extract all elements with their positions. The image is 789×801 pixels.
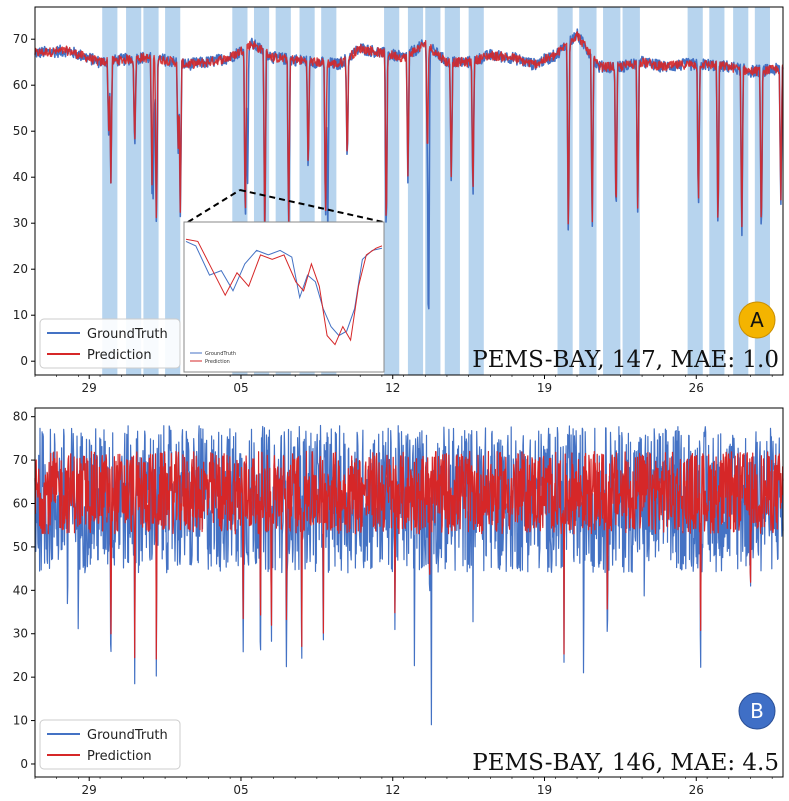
panel-a-ytick-label: 40 <box>13 170 28 184</box>
panel-b-ytick-label: 70 <box>13 453 28 467</box>
prediction-line <box>34 450 784 660</box>
panel-a-y-axis: 0 10 20 30 40 50 60 70 <box>13 32 35 368</box>
highlight-span <box>603 7 621 375</box>
legend-groundtruth-label: GroundTruth <box>87 327 168 342</box>
highlight-span <box>579 7 597 375</box>
panel-b-ytick-label: 20 <box>13 670 28 684</box>
highlight-span <box>622 7 640 375</box>
inset-legend-groundtruth: GroundTruth <box>205 351 236 357</box>
panel-a-ytick-label: 70 <box>13 32 28 46</box>
badge-a-label: A <box>750 308 764 332</box>
panel-a-xtick-label: 12 <box>385 381 400 395</box>
panel-a-ytick-label: 30 <box>13 216 28 230</box>
panel-a-ytick-label: 60 <box>13 78 28 92</box>
panel-a-frame <box>34 6 784 376</box>
panel-b-xtick-label: 29 <box>82 783 97 797</box>
prediction-line <box>34 31 784 233</box>
panel-a-ytick-label: 0 <box>20 354 28 368</box>
panel-b-ytick-label: 0 <box>20 757 28 771</box>
panel-b-ytick-label: 50 <box>13 540 28 554</box>
panel-b-legend: GroundTruth Prediction <box>39 719 181 770</box>
panel-a-series <box>34 28 784 310</box>
panel-a-ytick-label: 50 <box>13 124 28 138</box>
inset-groundtruth-line <box>185 240 383 337</box>
legend-prediction-label: Prediction <box>87 348 152 363</box>
panel-b-series <box>34 424 784 726</box>
panel-b-chart: 0 10 20 30 40 50 60 70 80 29 05 12 19 26 GroundTruth… <box>13 407 784 797</box>
panel-a-caption: PEMS-BAY, 147, MAE: 1.0 <box>472 347 779 373</box>
inset-zoom-chart: GroundTruth Prediction <box>183 221 385 373</box>
badge-b: B <box>738 692 776 730</box>
inset-legend-prediction: Prediction <box>205 359 230 365</box>
panel-b-ytick-label: 80 <box>13 410 28 424</box>
inset-connector-left <box>187 189 241 223</box>
highlight-span <box>126 7 142 375</box>
panel-b-xtick-label: 05 <box>233 783 248 797</box>
panel-b-xtick-label: 12 <box>385 783 400 797</box>
panel-b-ytick-label: 40 <box>13 583 28 597</box>
highlight-span <box>102 7 118 375</box>
panel-b-y-axis: 0 10 20 30 40 50 60 70 80 <box>13 410 35 771</box>
legend-groundtruth-label: GroundTruth <box>87 728 168 743</box>
panel-a-chart: 0 10 20 30 40 50 60 70 29 05 12 19 26 GroundTruth P… <box>13 6 784 395</box>
panel-a-legend: GroundTruth Prediction <box>39 318 181 369</box>
badge-b-label: B <box>750 699 764 723</box>
panel-b-frame <box>34 407 784 778</box>
panel-a-xtick-label: 26 <box>689 381 704 395</box>
panel-a-xtick-label: 29 <box>82 381 97 395</box>
panel-a-ytick-label: 20 <box>13 262 28 276</box>
inset-series <box>185 238 383 346</box>
panel-b-xtick-label: 19 <box>537 783 552 797</box>
panel-a-ytick-label: 10 <box>13 308 28 322</box>
panel-b-ytick-label: 30 <box>13 627 28 641</box>
panel-a-x-axis: 29 05 12 19 26 <box>34 375 773 395</box>
highlight-span <box>444 7 460 375</box>
inset-prediction-line <box>185 238 383 346</box>
panel-b-x-axis: 29 05 12 19 26 <box>34 777 773 797</box>
badge-a: A <box>738 301 776 339</box>
inset-connector-right <box>239 189 384 223</box>
highlight-span <box>407 7 424 375</box>
legend-prediction-label: Prediction <box>87 749 152 764</box>
panel-b-ytick-label: 60 <box>13 497 28 511</box>
inset-frame <box>183 221 385 373</box>
panel-b-ytick-label: 10 <box>13 714 28 728</box>
panel-a-xtick-label: 05 <box>233 381 248 395</box>
inset-legend: GroundTruth Prediction <box>190 351 236 365</box>
panel-a-xtick-label: 19 <box>537 381 552 395</box>
panel-b-xtick-label: 26 <box>689 783 704 797</box>
panel-b-caption: PEMS-BAY, 146, MAE: 4.5 <box>472 750 779 776</box>
